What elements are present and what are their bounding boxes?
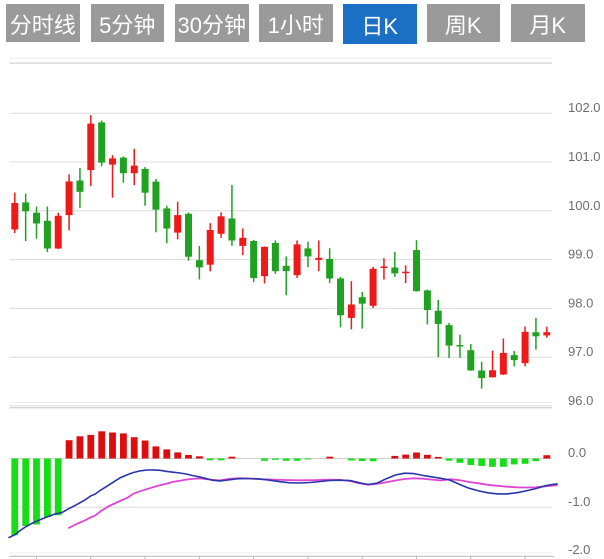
svg-text:98.0: 98.0 bbox=[568, 295, 593, 310]
svg-text:101.0: 101.0 bbox=[568, 149, 601, 164]
svg-text:96.0: 96.0 bbox=[568, 393, 593, 408]
svg-text:0.0: 0.0 bbox=[568, 445, 586, 460]
svg-text:102.0: 102.0 bbox=[568, 100, 601, 115]
svg-text:97.0: 97.0 bbox=[568, 344, 593, 359]
svg-text:-1.0: -1.0 bbox=[568, 494, 590, 509]
svg-text:-2.0: -2.0 bbox=[568, 542, 590, 557]
svg-text:99.0: 99.0 bbox=[568, 247, 593, 262]
svg-text:100.0: 100.0 bbox=[568, 198, 601, 213]
